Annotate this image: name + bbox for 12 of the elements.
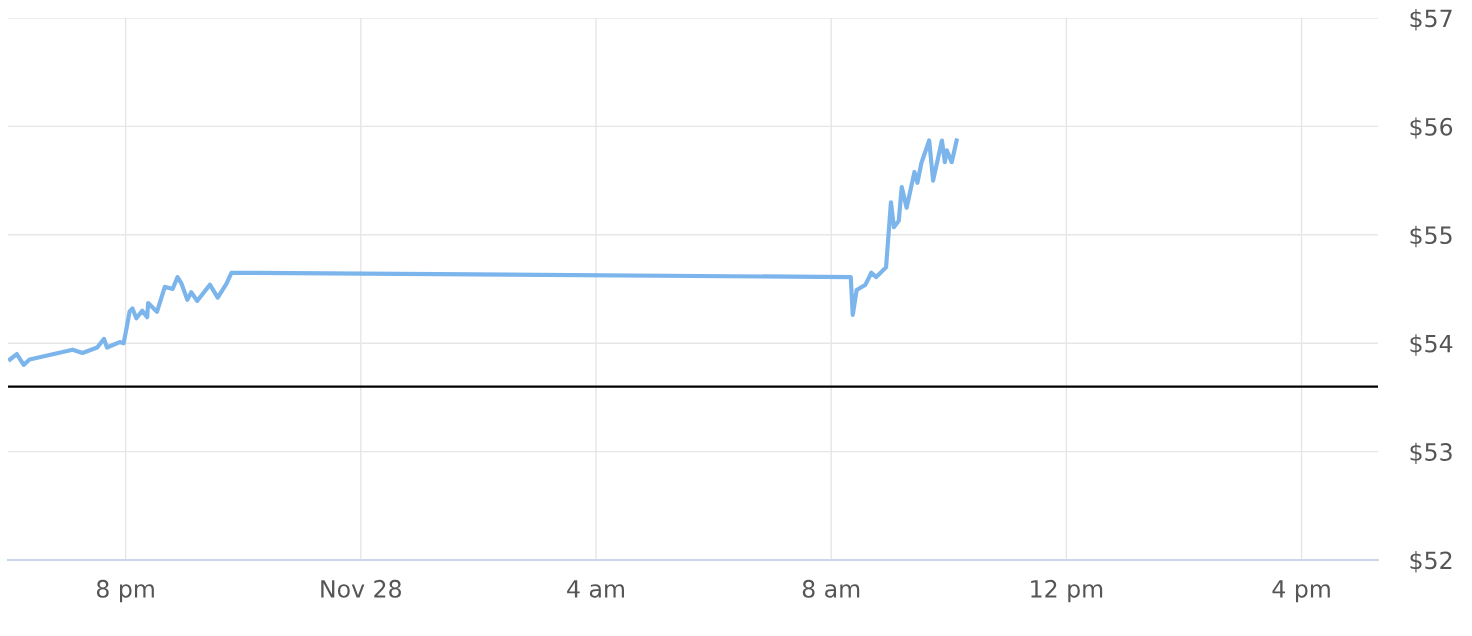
y-tick-label: $53 [1410, 442, 1452, 465]
x-tick-label: 8 am [802, 579, 860, 598]
y-tick-label: $54 [1410, 334, 1453, 356]
y-tick-label: $55 [1410, 225, 1452, 248]
x-tick-label: 4 pm [1272, 580, 1330, 603]
y-tick-label: $52 [1410, 551, 1452, 573]
y-tick-label: $57 [1410, 9, 1452, 31]
y-tick-label: $56 [1410, 117, 1453, 139]
x-tick-label: 12 pm [1031, 579, 1103, 603]
x-tick-label: 4 am [567, 580, 624, 598]
x-tick-label: 8 pm [96, 579, 154, 603]
x-tick-label: Nov 28 [321, 579, 401, 598]
